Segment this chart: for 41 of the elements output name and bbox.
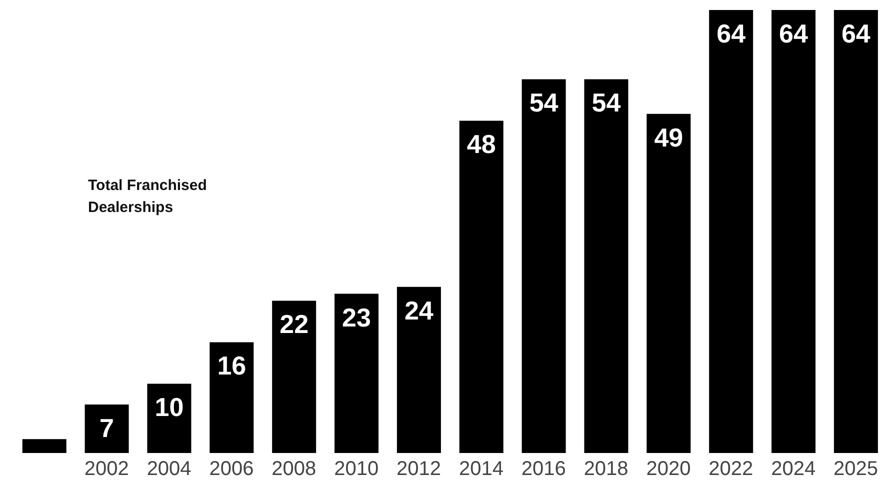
bar <box>459 120 504 453</box>
x-tick-label: 2014 <box>458 458 504 480</box>
bar <box>834 10 878 453</box>
data-label: 22 <box>280 309 309 340</box>
data-label: 64 <box>716 18 746 48</box>
x-tick-label: 2018 <box>584 458 628 480</box>
x-tick-label: 2024 <box>771 458 816 480</box>
bar <box>522 79 566 453</box>
data-label: 49 <box>654 122 684 152</box>
data-label: 54 <box>529 88 559 118</box>
x-tick-label: 2002 <box>84 458 129 480</box>
bar <box>84 404 129 453</box>
x-tick-label: 2020 <box>646 458 691 480</box>
data-label: 24 <box>404 295 434 326</box>
data-label: 64 <box>779 18 809 48</box>
data-label: 64 <box>841 18 871 48</box>
x-tick-label: 2025 <box>834 458 878 480</box>
bar <box>272 300 316 453</box>
bar <box>147 384 192 453</box>
x-tick-label: 2022 <box>708 458 754 480</box>
bar <box>646 114 691 453</box>
bar <box>334 294 379 453</box>
x-tick-label: 2012 <box>396 458 442 480</box>
x-tick-label: 2010 <box>334 458 379 480</box>
bar <box>584 79 628 453</box>
data-label: 16 <box>217 350 246 381</box>
bar <box>709 10 754 453</box>
bar <box>396 286 441 453</box>
bar <box>210 342 254 453</box>
data-label: 54 <box>592 88 622 118</box>
bar <box>22 439 66 453</box>
text: Total Franchised Dealerships <box>88 176 208 218</box>
x-tick-label: 2006 <box>209 458 254 480</box>
data-label: 23 <box>342 302 371 332</box>
x-tick-label: 2016 <box>521 458 566 480</box>
data-label: 7 <box>100 413 114 444</box>
data-label: 48 <box>466 129 496 160</box>
x-tick-label: 2004 <box>146 458 192 480</box>
bar <box>772 10 816 453</box>
data-label: 10 <box>154 392 184 422</box>
x-tick-label: 2008 <box>272 458 316 480</box>
